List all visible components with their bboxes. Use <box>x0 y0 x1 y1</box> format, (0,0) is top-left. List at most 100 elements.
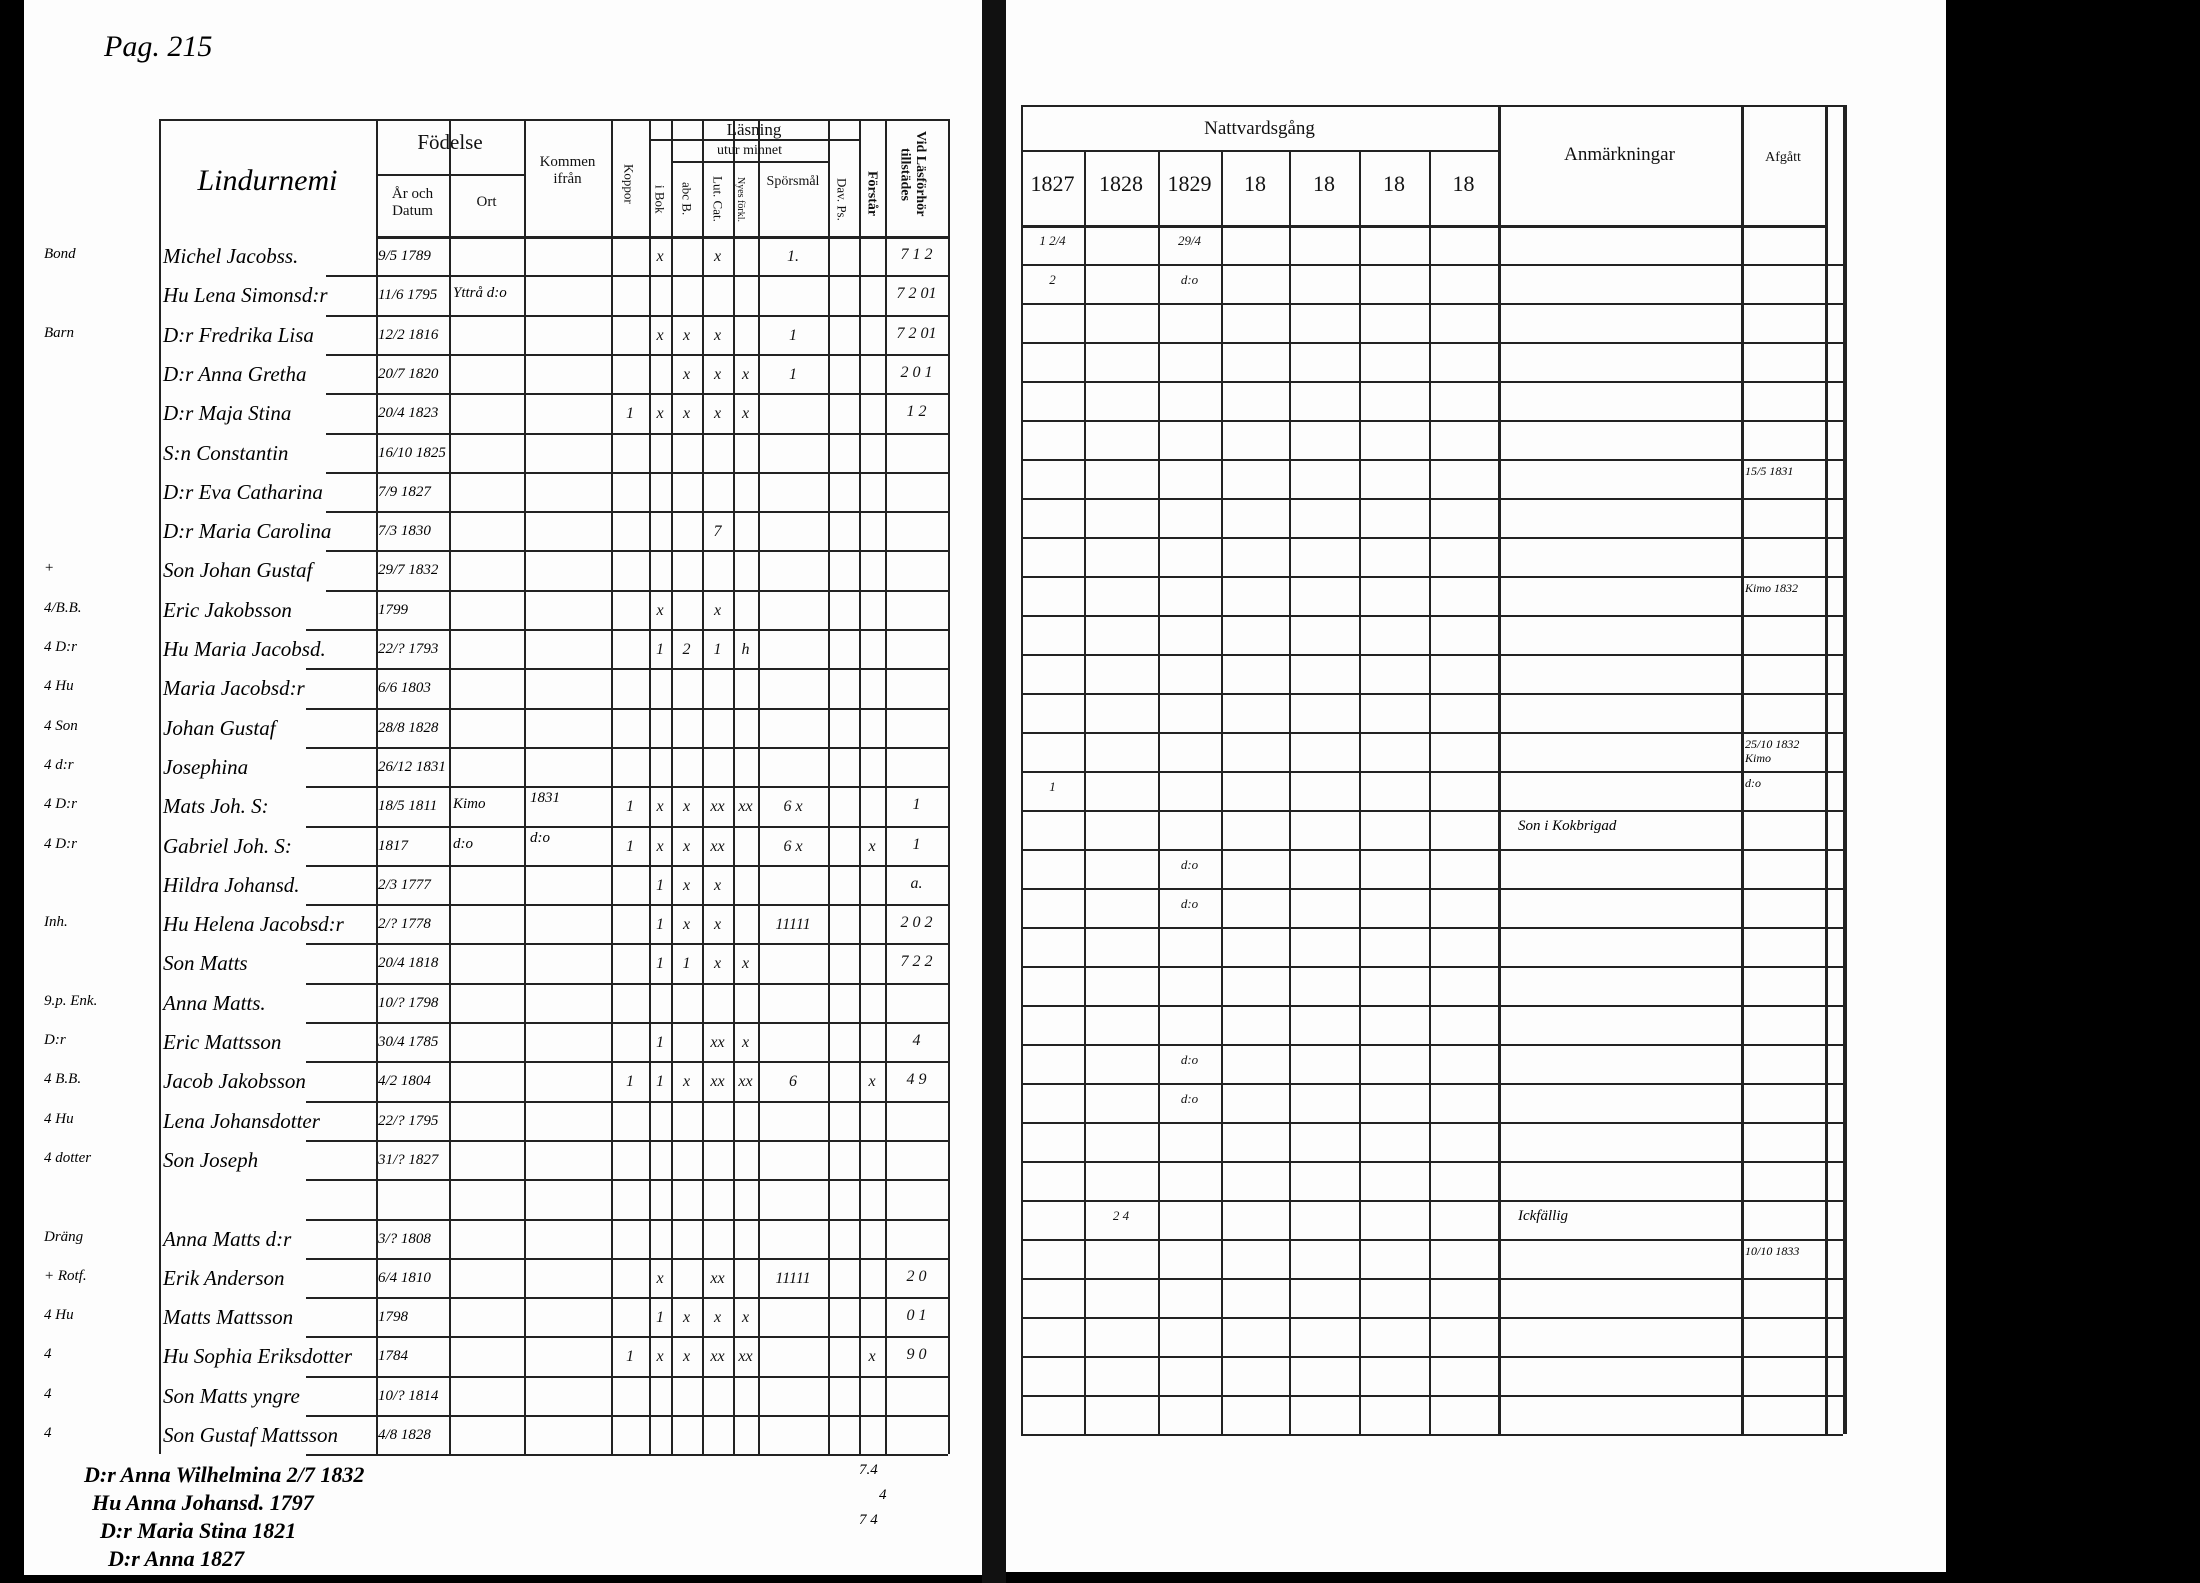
attended-mark: 9 0 <box>906 1346 927 1364</box>
row-rule <box>306 1415 948 1417</box>
row-rule <box>326 432 948 435</box>
table-row: D:r Anna Gretha 20/7 1820 x x x 1 2 0 1 <box>24 354 982 393</box>
reading-mark: x <box>868 1348 876 1366</box>
table-row <box>1006 1122 1946 1161</box>
remark-text: Son i Kokbrigad <box>1518 818 1617 834</box>
table-row: Son Matts 20/4 1818 1 1 x x 7 2 2 <box>24 943 982 982</box>
birth-date: 1799 <box>378 601 408 618</box>
row-rule <box>306 943 948 946</box>
footer-note: D:r Anna 1827 <box>108 1546 245 1572</box>
birth-date: 26/12 1831 <box>378 758 446 775</box>
row-rule <box>306 786 948 789</box>
birth-date: 2/3 1777 <box>378 876 431 893</box>
reading-mark: 1 <box>656 1073 664 1091</box>
attended-mark: 4 9 <box>906 1071 927 1089</box>
table-row <box>1006 1356 1946 1395</box>
row-rule <box>1021 1005 1843 1007</box>
person-name: Matts Mattsson <box>163 1305 294 1330</box>
person-name: Son Johan Gustaf <box>163 558 313 583</box>
person-name: S:n Constantin <box>163 440 289 465</box>
row-note: 4 <box>44 1385 52 1402</box>
table-row <box>1006 1005 1946 1044</box>
reading-mark: xx <box>710 1034 725 1051</box>
reading-mark: x <box>682 876 691 894</box>
reading-mark: 1 <box>682 955 691 973</box>
row-rule <box>1021 927 1843 929</box>
table-row: 4 d:r Josephina 26/12 1831 <box>24 747 982 786</box>
communion-mark: 1 <box>1049 779 1056 794</box>
header-david: Dav. Ps. <box>834 177 850 221</box>
header-departed: Afgått <box>1765 150 1801 165</box>
table-row: 15/5 1831 <box>1006 459 1946 498</box>
table-row: 4 Hu Lena Johansdotter 22/? 1795 <box>24 1101 982 1140</box>
left-page: Pag. 215 Lindurnemi Födelse År och Datum Or… <box>24 0 982 1575</box>
attended-mark: 7 1 2 <box>900 246 933 263</box>
reading-mark: 1 <box>626 798 634 816</box>
table-row: d:o <box>1006 1044 1946 1083</box>
table-row: Hildra Johansd. 2/3 1777 1 x x a. <box>24 865 982 904</box>
row-rule <box>1021 537 1843 539</box>
header-explanation: Nyes förkl. <box>735 176 746 222</box>
table-row: d:o <box>1006 888 1946 927</box>
row-rule <box>1021 1044 1843 1046</box>
birth-place: Kimo <box>453 796 486 813</box>
table-row: Bond Michel Jacobss. 9/5 1789 x x 1. 7 1 2 <box>24 236 982 275</box>
birth-date: 7/9 1827 <box>378 483 431 500</box>
reading-mark: 1 <box>656 1034 664 1051</box>
row-rule <box>326 353 948 356</box>
row-rule <box>326 275 948 278</box>
birth-date: 1817 <box>378 837 408 854</box>
footer-note: Hu Anna Johansd. 1797 <box>92 1490 314 1516</box>
birth-date: 31/? 1827 <box>378 1151 439 1168</box>
reading-mark: x <box>682 1348 691 1366</box>
row-rule <box>306 1257 948 1260</box>
row-note: 4 dotter <box>44 1149 92 1166</box>
person-name: Lena Johansdotter <box>163 1108 320 1133</box>
birth-date: 4/2 1804 <box>378 1073 431 1090</box>
communion-mark: d:o <box>1180 272 1199 287</box>
row-note: Inh. <box>44 914 68 931</box>
reading-mark: x <box>682 798 691 816</box>
table-row <box>1006 342 1946 381</box>
person-name: Anna Matts. <box>163 990 266 1015</box>
reading-mark: 1 <box>626 837 634 855</box>
table-row: D:r Eva Catharina 7/9 1827 <box>24 472 982 511</box>
reading-mark: 1 <box>656 876 664 894</box>
row-rule <box>306 982 948 985</box>
row-note: 4 <box>44 1346 52 1363</box>
row-rule <box>326 314 948 317</box>
communion-mark: d:o <box>1180 857 1199 872</box>
person-name: Son Matts <box>163 951 248 976</box>
table-row: 4 Son Matts yngre 10/? 1814 <box>24 1376 982 1415</box>
birth-date: 16/10 1825 <box>378 444 446 461</box>
birth-date: 28/8 1828 <box>378 719 439 736</box>
table-row: Inh. Hu Helena Jacobsd:r 2/? 1778 1 x x 11111 2… <box>24 904 982 943</box>
reading-mark: xx <box>710 798 725 816</box>
birth-date: 1798 <box>378 1309 408 1326</box>
row-note: 4 d:r <box>44 756 74 773</box>
reading-mark: x <box>713 1309 722 1327</box>
reading-mark: x <box>656 837 664 855</box>
row-rule <box>306 707 948 710</box>
table-row: Son i Kokbrigad <box>1006 810 1946 849</box>
table-row: D:r Maja Stina 20/4 1823 1 x x x x 1 2 <box>24 393 982 432</box>
reading-mark: 1 <box>789 365 797 383</box>
row-rule <box>1021 342 1843 344</box>
table-row: 4 Hu Maria Jacobsd:r 6/6 1803 <box>24 668 982 707</box>
communion-mark: d:o <box>1180 1091 1199 1106</box>
table-row: 2 4 Ickfällig <box>1006 1200 1946 1239</box>
row-note: Dräng <box>44 1228 84 1245</box>
reading-subrule <box>649 139 859 141</box>
birth-place: d:o <box>453 835 473 852</box>
row-note: 4 Hu <box>44 678 74 695</box>
row-rule <box>326 511 948 514</box>
reading-mark: x <box>682 1073 691 1091</box>
birth-subrule <box>376 174 524 176</box>
person-name: Hu Lena Simonsd:r <box>163 283 328 308</box>
column-rule <box>1359 150 1361 1434</box>
table-row: 4 Son Johan Gustaf 28/8 1828 <box>24 708 982 747</box>
came-from: 1831 <box>530 790 560 807</box>
row-rule <box>1021 771 1843 773</box>
table-row: 4/B.B. Eric Jakobsson 1799 x x <box>24 590 982 629</box>
reading-mark: 11111 <box>775 1269 811 1287</box>
